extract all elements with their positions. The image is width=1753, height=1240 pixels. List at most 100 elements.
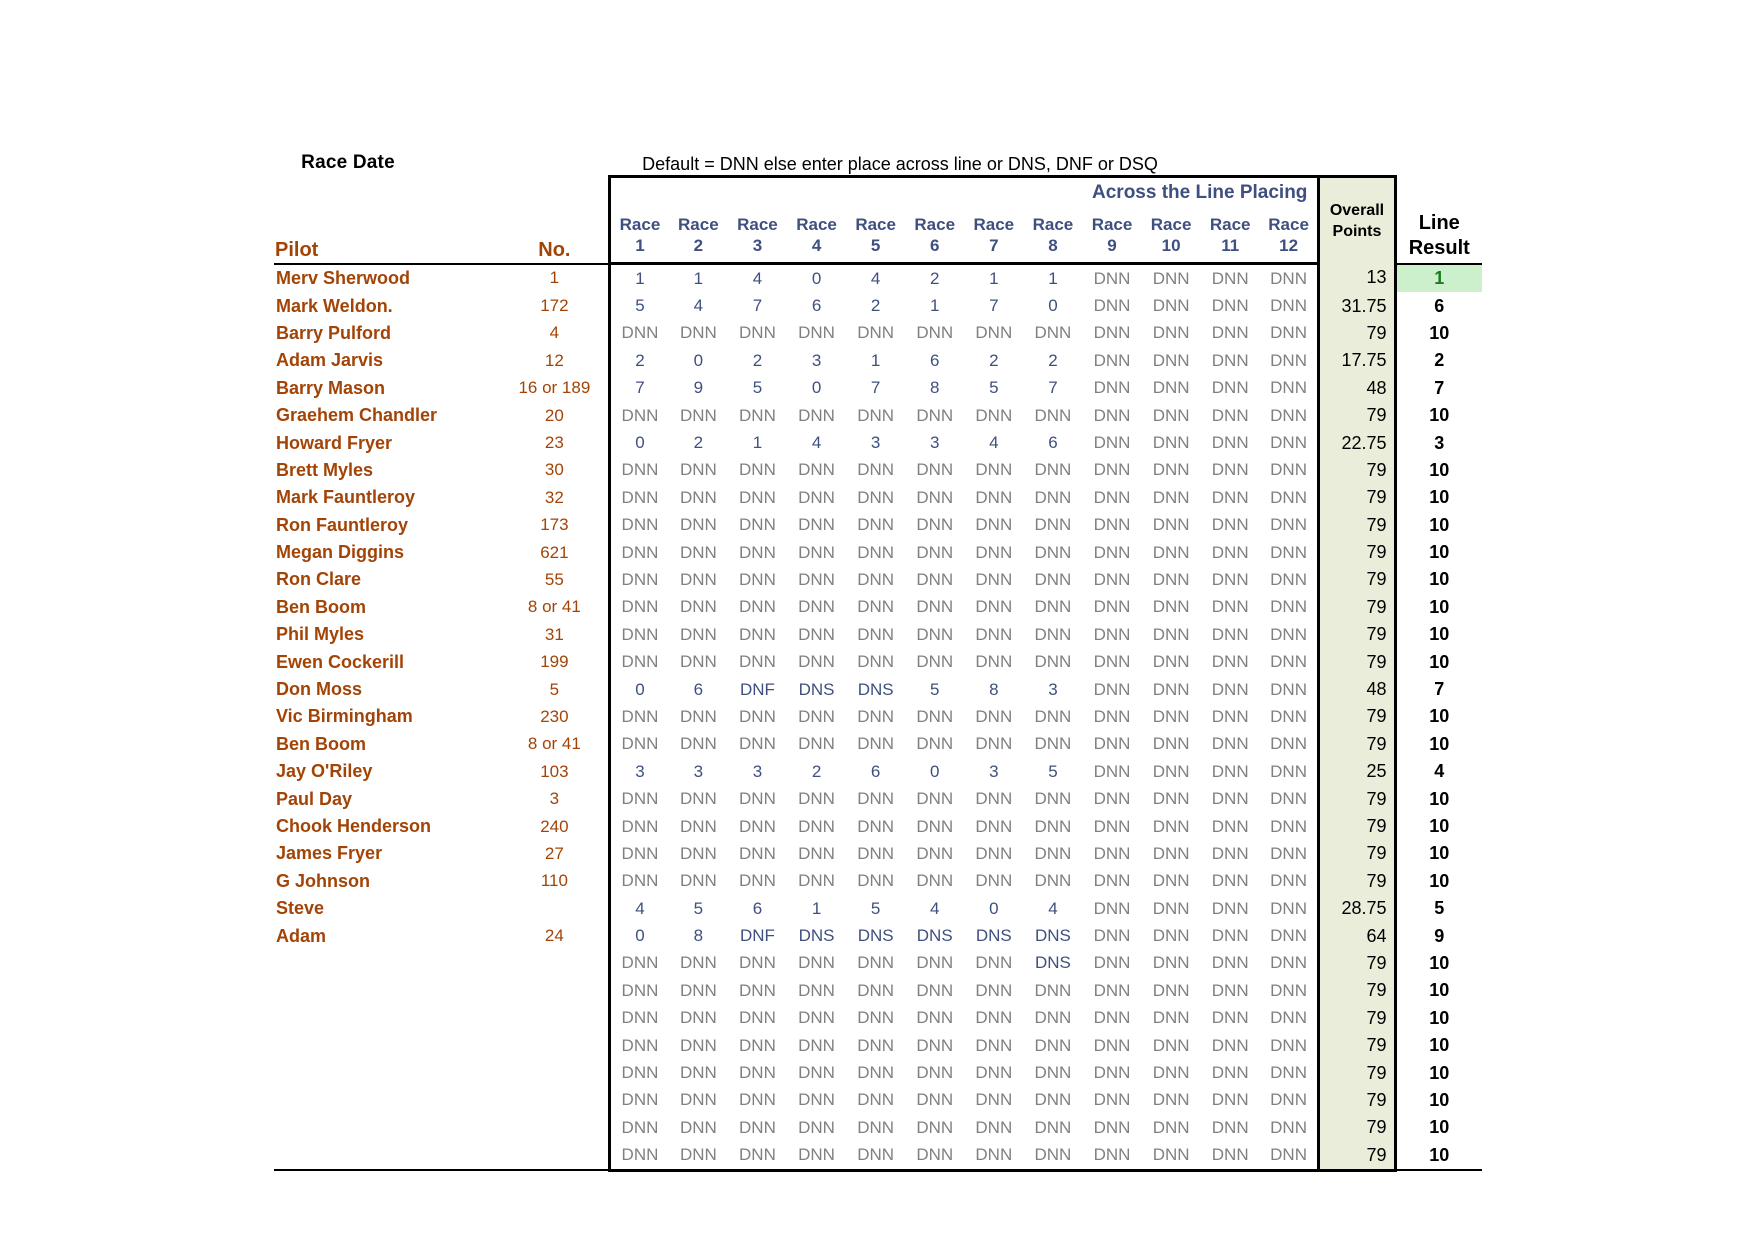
cell-race-11[interactable]: DNN: [1211, 487, 1249, 507]
cell-race-7[interactable]: DNN: [975, 789, 1013, 809]
table-row[interactable]: Barry Mason 16 or 189 7 9 5 0 7 8 5 7 DNN DNN DNN DNN…: [274, 374, 1482, 402]
cell-race-6[interactable]: 4: [930, 898, 940, 918]
cell-race-10[interactable]: DNN: [1152, 843, 1190, 863]
cell-race-11[interactable]: DNN: [1211, 433, 1249, 453]
cell-race-11[interactable]: DNN: [1211, 1090, 1249, 1110]
cell-race-8[interactable]: 7: [1048, 378, 1058, 398]
table-row[interactable]: Don Moss 5 0 6 DNF DNS DNS 5 8 3 DNN DNN DNN DNN 48 7: [274, 675, 1482, 704]
cell-race-8[interactable]: DNN: [1034, 542, 1072, 562]
table-row[interactable]: DNN DNN DNN DNN DNN DNN DNN DNN DNN DNN DNN DNN 79 10: [274, 977, 1482, 1005]
cell-race-2[interactable]: DNN: [679, 405, 717, 425]
cell-race-12[interactable]: DNN: [1270, 569, 1307, 589]
cell-race-4[interactable]: DNN: [798, 405, 835, 425]
cell-race-10[interactable]: DNN: [1152, 569, 1190, 589]
cell-race-12[interactable]: DNN: [1270, 816, 1307, 836]
cell-race-12[interactable]: DNN: [1270, 734, 1307, 754]
cell-race-11[interactable]: DNN: [1200, 1141, 1260, 1172]
cell-race-12[interactable]: DNN: [1270, 1035, 1307, 1055]
cell-pilot[interactable]: [274, 1087, 501, 1114]
cell-race-6[interactable]: 6: [930, 350, 940, 370]
cell-race-6[interactable]: DNN: [905, 1141, 965, 1172]
cell-race-4[interactable]: DNN: [798, 1090, 835, 1110]
cell-race-2[interactable]: 9: [693, 378, 704, 398]
cell-race-2[interactable]: DNN: [679, 542, 717, 562]
cell-pilot[interactable]: Mark Fauntleroy: [276, 487, 416, 508]
cell-race-4[interactable]: DNN: [798, 460, 835, 480]
cell-race-5[interactable]: 6: [870, 761, 881, 781]
cell-number[interactable]: 55: [544, 569, 564, 589]
cell-race-8[interactable]: DNN: [1034, 569, 1072, 589]
cell-pilot[interactable]: Ron Fauntleroy: [276, 514, 409, 535]
cell-race-8[interactable]: DNN: [1034, 734, 1072, 754]
cell-race-8[interactable]: DNN: [1034, 460, 1072, 480]
cell-number[interactable]: 4: [549, 323, 560, 343]
cell-race-9[interactable]: DNN: [1093, 679, 1131, 699]
table-row[interactable]: Jay O'Riley 103 3 3 3 2 6 0 3 5 DNN DNN DNN DNN 25 4: [274, 758, 1482, 786]
cell-race-7[interactable]: DNN: [975, 1063, 1013, 1083]
cell-race-3[interactable]: DNN: [739, 405, 776, 425]
cell-race-1[interactable]: DNN: [608, 566, 669, 594]
cell-race-9[interactable]: DNN: [1093, 898, 1131, 918]
cell-race-3[interactable]: DNN: [739, 1117, 776, 1137]
cell-race-4[interactable]: DNN: [798, 734, 835, 754]
cell-pilot[interactable]: Phil Myles: [276, 624, 365, 645]
cell-race-2[interactable]: DNN: [679, 843, 717, 863]
table-row[interactable]: Paul Day 3 DNN DNN DNN DNN DNN DNN DNN DNN DNN DNN D…: [274, 785, 1482, 813]
table-row[interactable]: Phil Myles 31 DNN DNN DNN DNN DNN DNN DNN DNN DNN D…: [274, 621, 1482, 649]
cell-race-3[interactable]: DNN: [727, 1141, 787, 1172]
cell-race-3[interactable]: 1: [752, 433, 763, 453]
cell-pilot[interactable]: Adam Jarvis: [276, 350, 384, 371]
cell-race-4[interactable]: DNN: [798, 706, 835, 726]
cell-race-5[interactable]: 2: [870, 296, 881, 316]
cell-race-9[interactable]: DNN: [1093, 1090, 1131, 1110]
cell-race-12[interactable]: DNN: [1270, 460, 1307, 480]
cell-race-2[interactable]: DNN: [679, 1008, 717, 1028]
cell-race-12[interactable]: DNN: [1270, 378, 1307, 398]
cell-race-7[interactable]: DNN: [975, 1035, 1013, 1055]
cell-race-10[interactable]: DNN: [1152, 1063, 1190, 1083]
cell-race-2[interactable]: DNN: [679, 569, 717, 589]
cell-race-10[interactable]: DNN: [1152, 542, 1190, 562]
cell-race-1[interactable]: 3: [608, 758, 669, 786]
cell-race-8[interactable]: DNN: [1034, 980, 1072, 1000]
cell-number[interactable]: [501, 1114, 610, 1141]
cell-pilot[interactable]: Ewen Cockerill: [276, 651, 405, 672]
cell-race-8[interactable]: DNN: [1034, 843, 1072, 863]
cell-pilot[interactable]: [274, 977, 501, 1004]
cell-race-8[interactable]: DNN: [1034, 323, 1072, 343]
table-row[interactable]: Ben Boom 8 or 41 DNN DNN DNN DNN DNN DNN DNN DNN D…: [274, 730, 1482, 759]
cell-race-1[interactable]: DNN: [608, 1059, 669, 1087]
cell-race-4[interactable]: 0: [811, 268, 822, 288]
cell-race-2[interactable]: 3: [693, 761, 704, 781]
cell-race-6[interactable]: DNN: [916, 871, 954, 891]
cell-race-10[interactable]: DNN: [1152, 597, 1190, 617]
cell-race-2[interactable]: DNN: [679, 789, 717, 809]
cell-race-9[interactable]: DNN: [1093, 624, 1131, 644]
table-row[interactable]: DNN DNN DNN DNN DNN DNN DNN DNN DNN DNN DNN DNN 79 10: [274, 1086, 1482, 1115]
cell-race-3[interactable]: DNF: [739, 926, 775, 946]
cell-race-9[interactable]: DNN: [1093, 1035, 1131, 1055]
cell-race-7[interactable]: 7: [989, 296, 999, 316]
table-row[interactable]: DNN DNN DNN DNN DNN DNN DNN DNN DNN DNN DNN DNN 79 10: [274, 1031, 1482, 1060]
cell-race-5[interactable]: 3: [870, 433, 881, 453]
cell-race-1[interactable]: 4: [608, 894, 669, 923]
cell-race-12[interactable]: DNN: [1270, 515, 1307, 535]
cell-race-12[interactable]: DNN: [1270, 433, 1307, 453]
cell-race-3[interactable]: DNN: [739, 1035, 776, 1055]
cell-number[interactable]: 8 or 41: [527, 597, 581, 617]
cell-race-9[interactable]: DNN: [1093, 843, 1131, 863]
cell-race-7[interactable]: DNN: [975, 1008, 1013, 1028]
cell-race-7[interactable]: DNN: [964, 1141, 1024, 1172]
cell-race-10[interactable]: DNN: [1152, 350, 1190, 370]
cell-race-1[interactable]: DNN: [608, 812, 669, 841]
cell-number[interactable]: 240: [540, 816, 569, 836]
table-row[interactable]: Chook Henderson 240 DNN DNN DNN DNN DNN DNN DNN D…: [274, 812, 1482, 841]
cell-pilot[interactable]: Vic Birmingham: [276, 706, 413, 727]
cell-race-4[interactable]: DNN: [798, 980, 835, 1000]
cell-race-2[interactable]: 5: [693, 898, 704, 918]
cell-race-12[interactable]: DNN: [1270, 898, 1307, 918]
cell-number[interactable]: 110: [540, 871, 568, 891]
cell-race-3[interactable]: DNN: [739, 597, 776, 617]
cell-race-9[interactable]: DNN: [1093, 1063, 1131, 1083]
cell-race-7[interactable]: DNN: [975, 1090, 1013, 1110]
